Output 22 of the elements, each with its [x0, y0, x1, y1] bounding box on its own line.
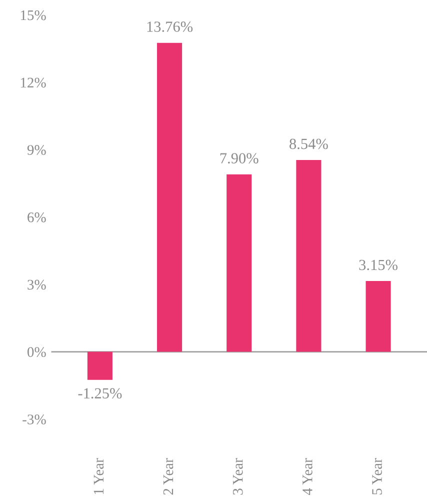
y-tick-label: 12%	[20, 78, 46, 88]
data-label: 7.90%	[220, 153, 258, 164]
y-tick-label: -3%	[22, 414, 46, 424]
x-tick-label: 5 Year	[372, 458, 382, 494]
y-tick-label: 0%	[27, 347, 46, 358]
data-label: 13.76%	[147, 22, 193, 32]
data-label: 8.54%	[290, 138, 328, 150]
bar	[296, 160, 322, 352]
y-tick-label: 6%	[28, 212, 46, 222]
bar	[157, 42, 182, 352]
x-tick-label: 4 Year	[302, 458, 312, 496]
data-label: -1.25%	[78, 388, 122, 399]
bar	[87, 352, 112, 380]
y-tick-label: 3%	[28, 280, 46, 290]
bar	[366, 281, 391, 352]
y-tick-label: 9%	[27, 145, 46, 155]
x-tick-label: 2 Year	[163, 458, 174, 495]
x-tick-label: 1 Year	[94, 458, 104, 494]
y-tick-label: 15%	[20, 10, 46, 20]
x-tick-label: 3 Year	[232, 458, 243, 495]
data-label: 3.15%	[359, 260, 398, 270]
bar	[226, 174, 252, 352]
